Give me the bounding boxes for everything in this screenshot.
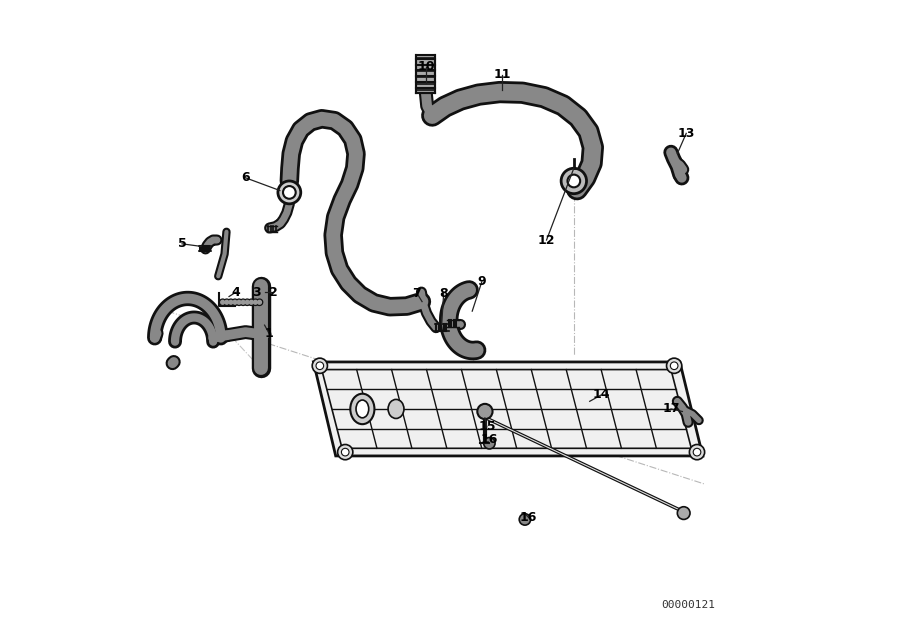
Text: 7: 7 [412,287,421,300]
Text: 17: 17 [662,403,680,415]
Circle shape [249,300,253,304]
Ellipse shape [350,394,374,424]
FancyBboxPatch shape [417,55,436,93]
Circle shape [278,181,301,204]
Circle shape [254,300,257,304]
Text: 9: 9 [477,276,486,288]
Ellipse shape [388,399,404,418]
Text: 16: 16 [481,433,498,446]
Circle shape [229,300,233,304]
Circle shape [256,299,263,305]
Circle shape [225,300,229,304]
Text: 16: 16 [520,511,537,524]
Circle shape [220,299,226,305]
Circle shape [241,300,245,304]
Text: 13: 13 [678,127,695,140]
Text: 2: 2 [269,286,278,298]
Circle shape [283,186,296,199]
Circle shape [252,299,258,305]
Circle shape [237,300,241,304]
Text: 4: 4 [231,286,240,298]
Circle shape [693,448,701,456]
Ellipse shape [356,400,369,418]
Circle shape [312,358,328,373]
Text: 11: 11 [493,69,511,81]
Circle shape [667,358,682,373]
Circle shape [236,299,242,305]
Circle shape [220,300,225,304]
Circle shape [240,299,247,305]
Text: 3: 3 [252,286,261,298]
Polygon shape [313,362,703,456]
Circle shape [246,300,249,304]
Text: 6: 6 [241,171,250,184]
Text: 00000121: 00000121 [662,599,716,610]
Circle shape [338,444,353,460]
Text: 5: 5 [177,237,186,250]
Circle shape [223,299,230,305]
Text: 1: 1 [265,327,274,340]
Circle shape [244,299,250,305]
Circle shape [568,175,580,187]
Circle shape [519,514,531,525]
Circle shape [341,448,349,456]
Text: 10: 10 [417,60,435,73]
Circle shape [678,507,690,519]
Circle shape [477,404,492,419]
Circle shape [316,362,324,370]
Circle shape [257,300,261,304]
Circle shape [228,299,234,305]
Circle shape [561,168,587,194]
Circle shape [233,300,237,304]
Text: 8: 8 [439,287,448,300]
Text: 14: 14 [592,389,610,401]
Circle shape [232,299,239,305]
Text: 12: 12 [538,234,555,246]
Circle shape [689,444,705,460]
Circle shape [670,362,678,370]
Circle shape [248,299,255,305]
Circle shape [483,438,495,449]
Text: 15: 15 [478,420,496,433]
